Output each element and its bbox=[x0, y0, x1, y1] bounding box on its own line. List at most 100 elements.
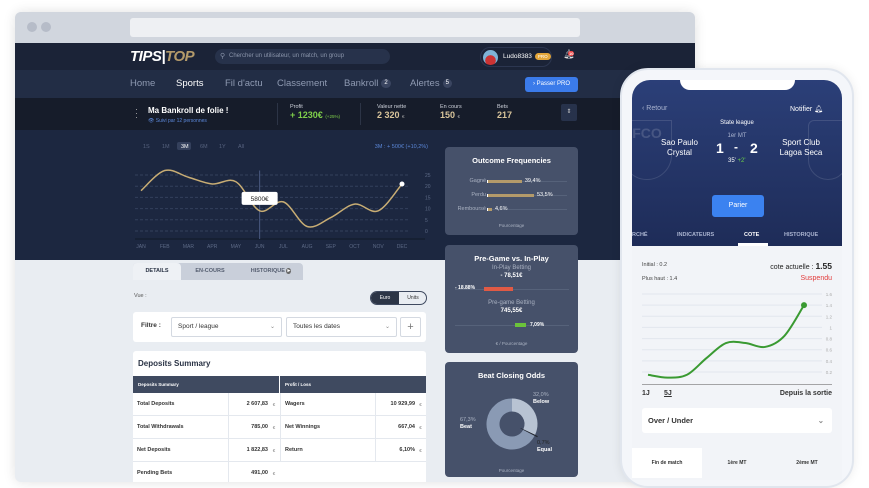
search-placeholder: Chercher un utilisateur, un match, un gr… bbox=[229, 53, 344, 59]
status-suspendu: Suspendu bbox=[800, 275, 832, 282]
tab-indicateurs[interactable]: INDICATEURS bbox=[677, 232, 714, 238]
tab-2eme-mt[interactable]: 2ème MT bbox=[772, 448, 842, 478]
row-value: 491,00 bbox=[228, 462, 268, 482]
logo[interactable]: TIPS|TOP bbox=[130, 48, 194, 65]
y-tick-label: 5 bbox=[425, 218, 428, 224]
tab-historique[interactable]: HISTORIQUE bbox=[784, 232, 818, 238]
y-tick-label: 1.4 bbox=[826, 303, 833, 308]
row-label: Pending Bets bbox=[133, 462, 228, 482]
bankroll-title: Ma Bankroll de folie ! bbox=[148, 106, 228, 115]
divider bbox=[277, 103, 278, 125]
tab-historique[interactable]: HISTORIQUE ▸ bbox=[239, 263, 303, 280]
tab-cote[interactable]: COTE bbox=[744, 232, 759, 238]
range-since-release[interactable]: Depuis la sortie bbox=[780, 390, 832, 397]
bell-plus-icon: 🔔︎ bbox=[814, 106, 823, 113]
filter-label: Filtre : bbox=[141, 322, 161, 329]
window-dot[interactable] bbox=[27, 22, 37, 32]
nav-home[interactable]: Home bbox=[130, 78, 155, 89]
period-3M[interactable]: 3M bbox=[181, 144, 189, 150]
period-All[interactable]: All bbox=[238, 144, 244, 150]
away-team[interactable]: Sport Club Lagoa Seca bbox=[770, 138, 832, 158]
search-input[interactable]: ⚲Chercher un utilisateur, un match, un g… bbox=[215, 49, 390, 64]
outcome-bar[interactable] bbox=[487, 180, 522, 183]
toggle-units[interactable]: Units bbox=[399, 292, 427, 304]
url-bar[interactable] bbox=[130, 18, 580, 37]
y-tick-label: 0.6 bbox=[826, 348, 833, 353]
donut-slice-below[interactable] bbox=[512, 405, 531, 432]
outcome-bar[interactable] bbox=[487, 208, 492, 211]
bell-icon[interactable]: 🔔︎10 bbox=[563, 49, 574, 60]
range-5j[interactable]: 5J bbox=[664, 390, 672, 397]
back-button[interactable]: ‹ Retour bbox=[642, 105, 667, 112]
chevron-down-icon: ⌄ bbox=[385, 318, 390, 336]
date-select[interactable]: Toutes les dates⌄ bbox=[286, 317, 397, 337]
tab-fin-de-match[interactable]: Fin de match bbox=[632, 448, 702, 478]
period-1M[interactable]: 1M bbox=[162, 144, 170, 150]
nav-sports[interactable]: Sports bbox=[176, 78, 203, 89]
active-tab-indicator bbox=[738, 243, 768, 246]
period-6M[interactable]: 6M bbox=[200, 144, 208, 150]
bankroll-bar: ··· Ma Bankroll de folie ! 👁︎ Suivi par … bbox=[15, 98, 695, 130]
x-tick-label: FEB bbox=[160, 244, 170, 250]
passer-pro-button[interactable]: › Passer PRO bbox=[525, 77, 578, 92]
deposits-title: Deposits Summary bbox=[138, 359, 210, 368]
tab-1ere-mt[interactable]: 1ère MT bbox=[702, 448, 772, 478]
home-team[interactable]: Sao Paulo Crystal bbox=[652, 138, 707, 158]
phone-screen: FCO ‹ Retour Notifier 🔔︎ State league 1e… bbox=[632, 80, 842, 480]
y-tick-label: 25 bbox=[425, 173, 431, 179]
outcome-bar[interactable] bbox=[487, 194, 534, 197]
parier-button[interactable]: Parier bbox=[712, 195, 764, 217]
inplay-bar[interactable] bbox=[484, 287, 513, 291]
row-label: Net Deposits bbox=[133, 439, 228, 462]
bar-label: - 18,88% bbox=[455, 285, 475, 291]
bar-label: 39,4% bbox=[525, 178, 541, 184]
market-select[interactable]: Over / Under⌄ bbox=[642, 408, 832, 433]
x-tick-label: SEP bbox=[326, 244, 337, 250]
username: Ludo8383 bbox=[503, 53, 532, 60]
period-1Y[interactable]: 1Y bbox=[219, 144, 226, 150]
row-value: 667,04 bbox=[375, 416, 415, 439]
league-name: State league bbox=[632, 120, 842, 126]
bar-category: Remboursé bbox=[458, 206, 486, 212]
y-tick-label: 1.2 bbox=[826, 314, 833, 319]
top-nav: TIPS|TOP ⚲Chercher un utilisateur, un ma… bbox=[15, 43, 695, 70]
range-1j[interactable]: 1J bbox=[642, 390, 650, 397]
row-label: Total Deposits bbox=[133, 393, 228, 416]
row-label: Return bbox=[280, 439, 375, 462]
nav-fil-actu[interactable]: Fil d'actu bbox=[225, 78, 263, 89]
x-tick-label: AUG bbox=[302, 244, 313, 250]
odds-line-chart[interactable]: 0.20.40.60.811.21.41.6 bbox=[632, 285, 842, 385]
browser-chrome bbox=[15, 12, 695, 43]
window-dot[interactable] bbox=[41, 22, 51, 32]
phone-mockup: FCO ‹ Retour Notifier 🔔︎ State league 1e… bbox=[620, 68, 854, 488]
add-filter-button[interactable]: + bbox=[400, 317, 421, 337]
followers[interactable]: 👁︎ Suivi par 12 personnes bbox=[148, 118, 207, 124]
nav-classement[interactable]: Classement bbox=[277, 78, 327, 89]
toggle-euro[interactable]: Euro bbox=[371, 292, 399, 304]
series-name: In-Play Betting bbox=[445, 265, 578, 271]
axis-label: € / Pourcentage bbox=[445, 341, 578, 346]
tab-details[interactable]: DETAILS bbox=[133, 263, 181, 280]
row-value: 10 929,99 bbox=[375, 393, 415, 416]
pregame-bar[interactable] bbox=[515, 323, 526, 327]
data-point[interactable] bbox=[400, 181, 405, 186]
more-icon[interactable]: ··· bbox=[135, 107, 138, 119]
axis-label: Pourcentage bbox=[445, 468, 578, 473]
last-point[interactable] bbox=[801, 302, 807, 308]
period-1S[interactable]: 1S bbox=[143, 144, 150, 150]
tab-en-cours[interactable]: EN-COURS bbox=[185, 263, 235, 280]
row-value: 6,10% bbox=[375, 439, 415, 462]
notify-button[interactable]: Notifier 🔔︎ bbox=[790, 105, 823, 113]
expand-button[interactable]: ⇕ bbox=[561, 104, 577, 121]
x-tick-label: NOV bbox=[373, 244, 385, 250]
legend-equal: 0,7%Equal bbox=[537, 440, 552, 454]
sport-league-select[interactable]: Sport / league⌄ bbox=[171, 317, 282, 337]
tab-marche[interactable]: RCHÉ bbox=[632, 232, 648, 238]
y-tick-label: 20 bbox=[425, 184, 431, 190]
axis-line bbox=[455, 325, 569, 326]
legend-beat: 67,3%Beat bbox=[460, 417, 476, 431]
